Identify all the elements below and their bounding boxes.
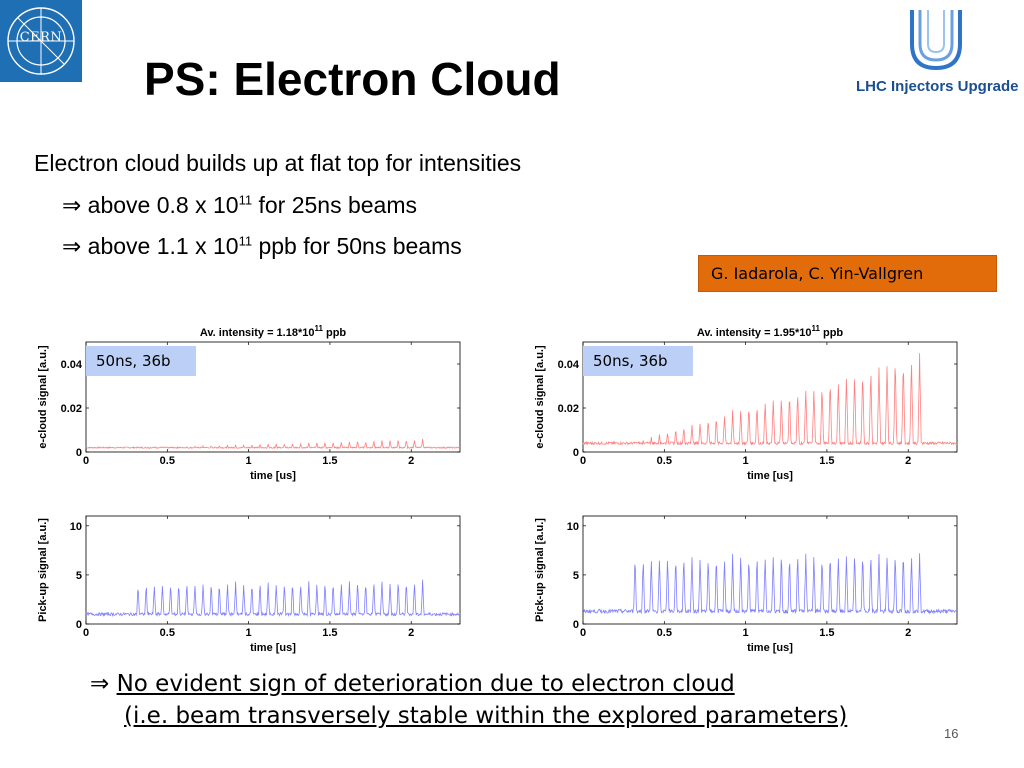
bullet-sub-2-pre: above 1.1 x 10 — [87, 233, 239, 259]
y-tick-label: 0.04 — [61, 359, 83, 371]
chart-title: Av. intensity = 1.18*1011 ppb — [200, 324, 347, 339]
x-axis-label: time [us] — [250, 470, 296, 482]
y-tick-label: 5 — [76, 570, 82, 582]
chart-tag-right: 50ns, 36b — [583, 346, 693, 376]
x-tick-label: 0 — [580, 455, 586, 467]
arrow-icon: ⇒ — [90, 671, 110, 697]
x-tick-label: 1.5 — [322, 627, 337, 639]
cern-logo-graphic — [7, 7, 75, 75]
plot-frame — [582, 515, 958, 625]
x-tick-label: 2 — [408, 455, 414, 467]
y-tick-label: 10 — [70, 521, 82, 533]
bullet-sub-1: ⇒ above 0.8 x 1011 for 25ns beams — [62, 192, 417, 219]
x-tick-label: 1.5 — [322, 455, 337, 467]
y-tick-label: 0 — [573, 619, 579, 631]
page-title: PS: Electron Cloud — [144, 53, 561, 105]
authors-badge: G. Iadarola, C. Yin-Vallgren — [698, 255, 997, 292]
chart-pickup-right-svg: 0 0.5 1 1.5 2 0 5 10 time [us] Pick-up signal [a.… — [534, 515, 958, 654]
arrow-icon: ⇒ — [62, 192, 82, 218]
bullet-sub-1-exp: 11 — [238, 192, 253, 208]
chart-title-post: ppb — [820, 327, 843, 339]
chart-title-pre: Av. intensity = 1.95*10 — [697, 327, 812, 339]
chart-pickup-right: 0 0.5 1 1.5 2 0 5 10 time [us] Pick-up signal [a.… — [527, 502, 967, 660]
x-tick-label: 0.5 — [160, 455, 175, 467]
bullet-sub-2-exp: 11 — [238, 233, 253, 249]
conclusion-text-2: (i.e. beam transversely stable within th… — [124, 703, 848, 729]
chart-ecloud-left: Av. intensity = 1.18*1011 ppb 0 0.5 1 1.5 2 0 0… — [30, 316, 470, 492]
chart-title-exp: 11 — [811, 324, 820, 333]
y-tick-label: 10 — [567, 521, 579, 533]
y-axis-label: e-cloud signal [a.u.] — [37, 345, 49, 449]
plot-frame — [85, 515, 461, 625]
x-tick-label: 0.5 — [657, 627, 672, 639]
x-tick-label: 0 — [83, 455, 89, 467]
y-axis-label: Pick-up signal [a.u.] — [534, 518, 546, 622]
signal-trace — [582, 353, 958, 446]
cern-logo: CERN — [0, 0, 82, 82]
x-tick-label: 0.5 — [160, 627, 175, 639]
x-tick-label: 2 — [905, 455, 911, 467]
bullet-sub-2: ⇒ above 1.1 x 1011 ppb for 50ns beams — [62, 233, 462, 260]
liu-logo-graphic — [910, 10, 962, 71]
conclusion: ⇒ No evident sign of deterioration due t… — [90, 668, 847, 732]
signal-trace — [85, 579, 461, 618]
x-tick-label: 0 — [580, 627, 586, 639]
x-tick-label: 1.5 — [819, 627, 834, 639]
y-tick-label: 5 — [573, 570, 579, 582]
x-tick-label: 1.5 — [819, 455, 834, 467]
page-number: 16 — [944, 726, 959, 741]
bullet-main: Electron cloud builds up at flat top for… — [34, 150, 522, 176]
liu-logo-text: LHC Injectors Upgrade — [856, 78, 1019, 95]
chart-ecloud-right: Av. intensity = 1.95*1011 ppb 0 0.5 1 1.5 2 0 0… — [527, 316, 967, 492]
x-axis-label: time [us] — [250, 642, 296, 654]
conclusion-text-1: No evident sign of deterioration due to … — [116, 671, 735, 697]
x-tick-label: 1 — [246, 455, 252, 467]
bullet-sub-1-pre: above 0.8 x 10 — [87, 192, 239, 218]
bullet-sub-1-post: for 25ns beams — [252, 192, 417, 218]
cern-logo-text: CERN — [19, 30, 63, 45]
signal-trace — [85, 438, 461, 450]
y-axis-label: Pick-up signal [a.u.] — [37, 518, 49, 622]
y-tick-label: 0 — [76, 447, 82, 459]
y-tick-label: 0.02 — [558, 403, 579, 415]
y-tick-label: 0.04 — [558, 359, 580, 371]
x-tick-label: 2 — [905, 627, 911, 639]
conclusion-line-2: (i.e. beam transversely stable within th… — [90, 700, 847, 732]
chart-title-post: ppb — [323, 327, 346, 339]
x-tick-label: 0 — [83, 627, 89, 639]
chart-pickup-left: 0 0.5 1 1.5 2 0 5 10 time [us] Pick-up signal [a.… — [30, 502, 470, 660]
chart-title-pre: Av. intensity = 1.18*10 — [200, 327, 315, 339]
x-tick-label: 1 — [743, 627, 749, 639]
chart-tag-left: 50ns, 36b — [86, 346, 196, 376]
chart-ecloud-left-svg: Av. intensity = 1.18*1011 ppb 0 0.5 1 1.5 2 0 0… — [37, 324, 461, 482]
y-tick-label: 0.02 — [61, 403, 82, 415]
y-tick-label: 0 — [76, 619, 82, 631]
conclusion-line-1: ⇒ No evident sign of deterioration due t… — [90, 668, 847, 700]
chart-pickup-left-svg: 0 0.5 1 1.5 2 0 5 10 time [us] Pick-up signal [a.… — [37, 515, 461, 654]
arrow-icon: ⇒ — [62, 233, 82, 259]
y-axis-label: e-cloud signal [a.u.] — [534, 345, 546, 449]
x-tick-label: 1 — [743, 455, 749, 467]
chart-ecloud-right-svg: Av. intensity = 1.95*1011 ppb 0 0.5 1 1.5 2 0 0… — [534, 324, 958, 482]
x-axis-label: time [us] — [747, 470, 793, 482]
bullet-sub-2-post: ppb for 50ns beams — [252, 233, 462, 259]
x-tick-label: 0.5 — [657, 455, 672, 467]
chart-title: Av. intensity = 1.95*1011 ppb — [697, 324, 844, 339]
x-axis-label: time [us] — [747, 642, 793, 654]
signal-trace — [582, 553, 958, 615]
chart-title-exp: 11 — [314, 324, 323, 333]
x-tick-label: 2 — [408, 627, 414, 639]
x-tick-label: 1 — [246, 627, 252, 639]
y-tick-label: 0 — [573, 447, 579, 459]
liu-logo: LHC Injectors Upgrade — [850, 4, 1020, 100]
